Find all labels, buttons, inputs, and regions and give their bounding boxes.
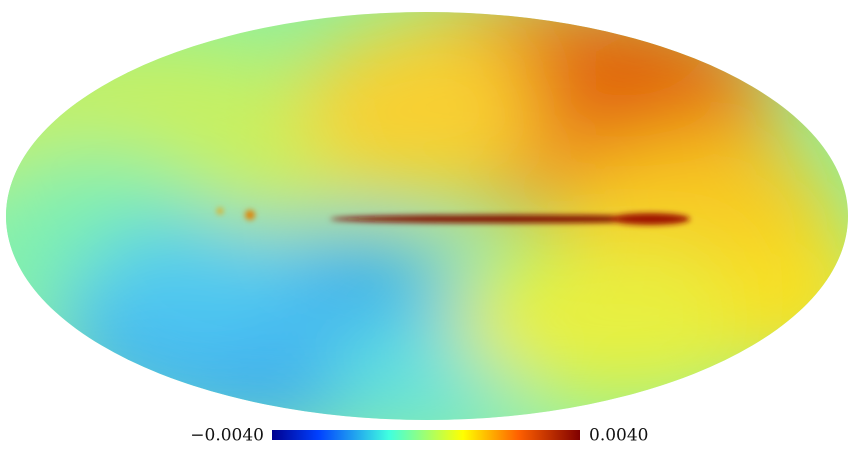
colorbar	[272, 430, 580, 440]
colorbar-min-label: −0.0040	[190, 426, 264, 446]
colorbar-max-label: 0.0040	[589, 426, 648, 446]
sky-map	[6, 12, 848, 420]
